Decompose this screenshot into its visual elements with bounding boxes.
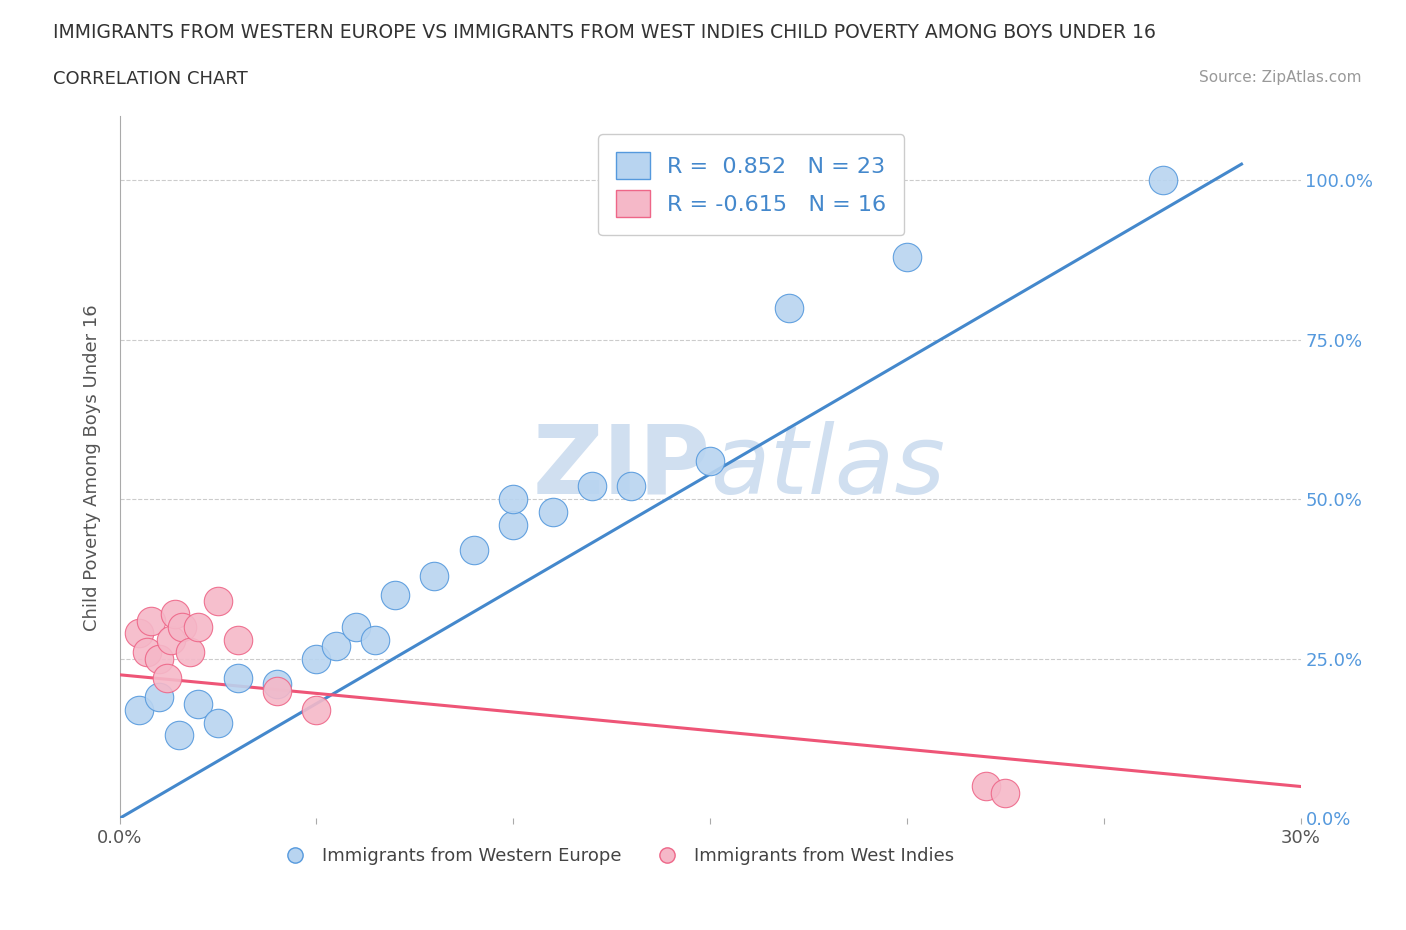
Point <box>207 715 229 730</box>
Point <box>896 249 918 264</box>
Point <box>226 632 249 647</box>
Point <box>620 479 643 494</box>
Point <box>159 632 181 647</box>
Text: ZIP: ZIP <box>531 420 710 513</box>
Point <box>148 651 170 666</box>
Point <box>778 300 800 315</box>
Point <box>148 690 170 705</box>
Point <box>325 639 347 654</box>
Point <box>502 517 524 532</box>
Point <box>163 606 186 621</box>
Point <box>266 677 288 692</box>
Point <box>266 684 288 698</box>
Point <box>699 454 721 469</box>
Point <box>167 728 190 743</box>
Point <box>305 702 328 717</box>
Point <box>187 619 209 634</box>
Point <box>541 505 564 520</box>
Point <box>994 786 1017 801</box>
Text: Source: ZipAtlas.com: Source: ZipAtlas.com <box>1198 70 1361 85</box>
Text: atlas: atlas <box>710 420 945 513</box>
Point <box>172 619 194 634</box>
Point <box>423 568 446 583</box>
Point <box>139 613 162 628</box>
Point <box>581 479 603 494</box>
Point <box>207 594 229 609</box>
Point <box>463 543 485 558</box>
Point <box>156 671 179 685</box>
Point <box>128 702 150 717</box>
Point <box>187 696 209 711</box>
Point <box>974 779 997 794</box>
Point <box>364 632 387 647</box>
Point <box>128 626 150 641</box>
Point <box>502 492 524 507</box>
Point <box>344 619 367 634</box>
Y-axis label: Child Poverty Among Boys Under 16: Child Poverty Among Boys Under 16 <box>83 304 101 631</box>
Point <box>384 588 406 603</box>
Point <box>1152 173 1174 188</box>
Point <box>226 671 249 685</box>
Point <box>136 645 159 660</box>
Text: IMMIGRANTS FROM WESTERN EUROPE VS IMMIGRANTS FROM WEST INDIES CHILD POVERTY AMON: IMMIGRANTS FROM WESTERN EUROPE VS IMMIGR… <box>53 23 1156 42</box>
Point <box>179 645 201 660</box>
Text: CORRELATION CHART: CORRELATION CHART <box>53 70 249 87</box>
Point <box>305 651 328 666</box>
Legend: R =  0.852   N = 23, R = -0.615   N = 16: R = 0.852 N = 23, R = -0.615 N = 16 <box>599 134 904 235</box>
